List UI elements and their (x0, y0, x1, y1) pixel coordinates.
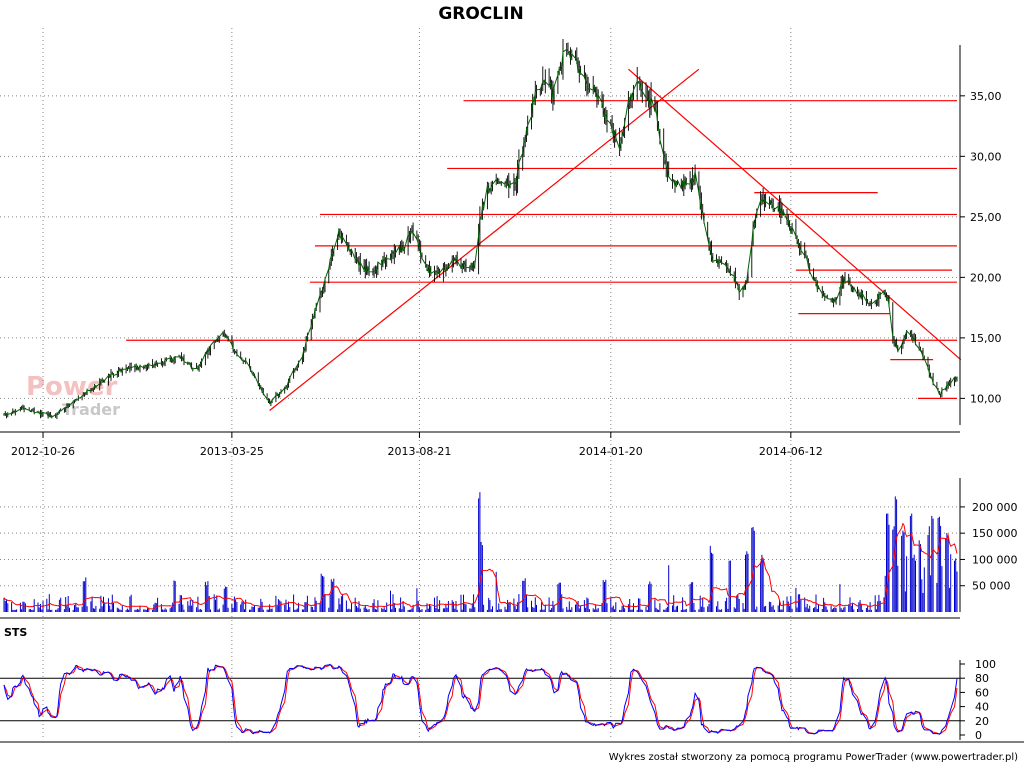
price-y-tick-label: 35,00 (970, 90, 1002, 103)
volume-y-tick-label: 50 000 (972, 580, 1011, 593)
price-x-tick-label: 2013-08-21 (387, 445, 451, 458)
price-x-tick-label: 2012-10-26 (11, 445, 75, 458)
price-x-axis: 2012-10-26 2013-03-25 2013-08-21 2014-01-20… (0, 431, 960, 458)
stochastic-lines (3, 663, 958, 735)
price-grid (0, 28, 960, 740)
price-y-axis: 10,00 15,00 20,00 25,00 30,00 35,00 (959, 45, 1002, 425)
watermark-trader-text: Trader (62, 400, 120, 419)
trend-line (628, 68, 962, 361)
volume-ma-line (3, 522, 958, 610)
price-close-line (3, 48, 958, 418)
stochastic-y-tick-label: 20 (975, 715, 989, 728)
stochastic-y-tick-label: 80 (975, 672, 989, 685)
price-y-tick-label: 25,00 (970, 211, 1002, 224)
price-y-tick-label: 10,00 (970, 392, 1002, 405)
powertrader-watermark: Power Trader (26, 372, 120, 419)
stochastic-panel-label: STS (4, 626, 27, 639)
price-x-tick-label: 2013-03-25 (200, 445, 264, 458)
stochastic-y-tick-label: 60 (975, 686, 989, 699)
price-trend-lines (269, 68, 962, 411)
price-y-tick-label: 20,00 (970, 271, 1002, 284)
price-x-tick-label: 2014-06-12 (759, 445, 823, 458)
price-y-tick-label: 15,00 (970, 332, 1002, 345)
volume-y-tick-label: 100 000 (972, 553, 1018, 566)
price-series (3, 39, 958, 420)
price-horizontal-lines (126, 100, 957, 399)
stochastic-y-tick-label: 40 (975, 701, 989, 714)
volume-y-tick-label: 200 000 (972, 501, 1018, 514)
volume-y-tick-label: 150 000 (972, 527, 1018, 540)
price-x-tick-label: 2014-01-20 (579, 445, 643, 458)
stochastic-y-tick-label: 100 (975, 658, 996, 671)
chart-title: GROCLIN (438, 4, 523, 24)
footer-credit: Wykres został stworzony za pomocą progra… (609, 752, 1018, 763)
watermark-power-text: Power (26, 372, 118, 402)
stochastic-k-line (3, 663, 958, 735)
volume-moving-average (3, 522, 958, 610)
stochastic-y-tick-label: 0 (975, 729, 982, 742)
volume-y-axis: 50 000 100 000 150 000 200 000 (0, 478, 1018, 619)
volume-bars (3, 492, 958, 612)
trend-line (269, 68, 700, 411)
price-y-tick-label: 30,00 (970, 150, 1002, 163)
stochastic-grid (0, 677, 960, 722)
